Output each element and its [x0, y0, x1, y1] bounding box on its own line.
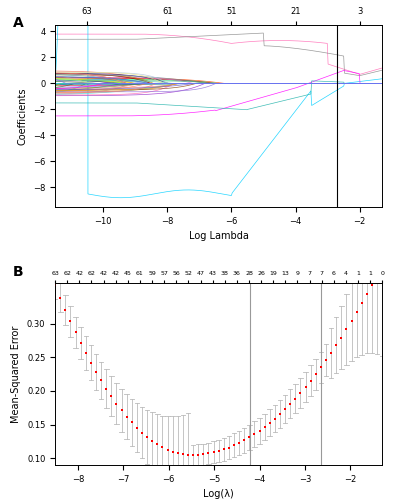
Text: A: A: [13, 16, 23, 30]
Text: B: B: [13, 265, 23, 279]
Y-axis label: Coefficients: Coefficients: [17, 87, 28, 144]
Y-axis label: Mean-Squared Error: Mean-Squared Error: [11, 326, 21, 423]
X-axis label: Log(λ): Log(λ): [203, 490, 234, 500]
X-axis label: Log Lambda: Log Lambda: [189, 231, 249, 241]
